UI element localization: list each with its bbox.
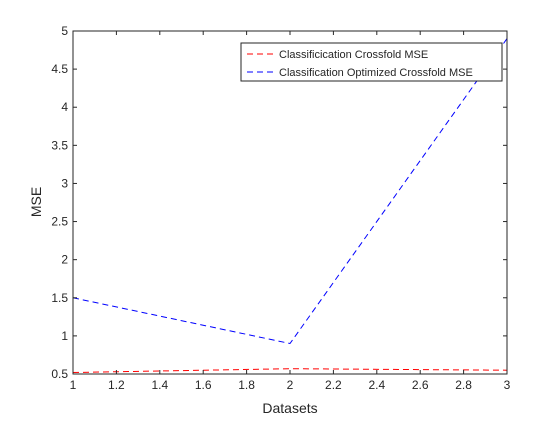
legend-label-1: Classificication Crossfold MSE xyxy=(279,49,428,61)
y-tick-label: 5 xyxy=(61,24,68,38)
series-line-2 xyxy=(72,38,508,345)
x-tick-label: 2.2 xyxy=(325,378,342,392)
x-tick-label: 2 xyxy=(287,378,294,392)
legend: Classificication Crossfold MSE Classifica… xyxy=(240,42,503,82)
x-tick-label: 3 xyxy=(504,378,511,392)
x-tick-label: 1.6 xyxy=(195,378,212,392)
legend-box xyxy=(240,42,503,82)
axes-layer: 1 1.2 1.4 1.6 1.8 2 2.2 2.4 2.6 2.8 30.511.522.533… xyxy=(51,24,510,392)
x-axis-label: Datasets xyxy=(262,400,317,416)
legend-label-2: Classification Optimized Crossfold MSE xyxy=(279,67,473,79)
series-layer xyxy=(72,38,508,373)
y-tick-label: 3 xyxy=(61,176,68,190)
x-tick-label: 1 xyxy=(70,378,77,392)
y-tick-label: 4.5 xyxy=(51,62,68,76)
x-tick-label: 1.8 xyxy=(238,378,255,392)
y-tick-label: 3.5 xyxy=(51,138,68,152)
plot-area xyxy=(73,31,507,374)
y-tick-label: 2.5 xyxy=(51,215,68,229)
x-tick-label: 1.2 xyxy=(108,378,125,392)
x-tick-label: 2.6 xyxy=(412,378,429,392)
y-tick-label: 0.5 xyxy=(51,367,68,381)
series-line-1 xyxy=(72,368,508,373)
y-tick-label: 1 xyxy=(61,329,68,343)
x-tick-label: 2.4 xyxy=(368,378,385,392)
y-tick-label: 4 xyxy=(61,100,68,114)
x-tick-label: 2.8 xyxy=(455,378,472,392)
y-tick-label: 2 xyxy=(61,253,68,267)
y-axis-label: MSE xyxy=(28,187,44,217)
y-tick-label: 1.5 xyxy=(51,291,68,305)
x-tick-label: 1.4 xyxy=(151,378,168,392)
